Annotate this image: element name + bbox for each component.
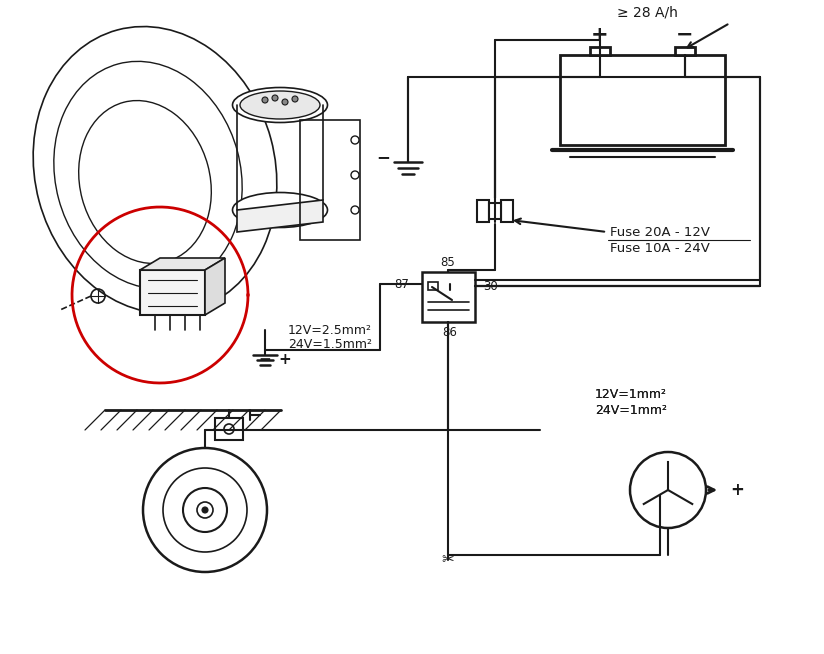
Circle shape [292,96,298,102]
Text: −: − [677,25,694,45]
Polygon shape [237,200,323,232]
Bar [422,272,475,322]
Bar [590,47,610,55]
Circle shape [262,97,268,103]
Ellipse shape [232,88,327,122]
Bar [501,200,513,222]
Text: 12V=2.5mm²: 12V=2.5mm² [288,324,372,337]
Text: 24V=1.5mm²: 24V=1.5mm² [288,337,372,351]
Bar [428,282,438,290]
Text: 87: 87 [394,277,409,290]
Text: −: − [259,353,271,368]
Circle shape [272,95,278,101]
Bar [300,120,360,240]
Polygon shape [205,258,225,315]
Text: +: + [279,353,292,368]
Bar [560,55,725,145]
Bar [215,418,243,440]
Text: 24V=1mm²: 24V=1mm² [595,404,667,417]
Text: −: − [376,148,390,166]
Circle shape [202,507,208,513]
Text: 12V=1mm²: 12V=1mm² [595,388,667,402]
Polygon shape [140,270,205,315]
Text: 30: 30 [483,279,498,292]
Bar [489,203,501,219]
Bar [675,47,695,55]
Circle shape [282,99,288,105]
Text: ≥ 28 A/h: ≥ 28 A/h [616,6,677,20]
Bar [477,200,489,222]
Text: Fuse 20A - 12V: Fuse 20A - 12V [610,226,710,239]
Ellipse shape [232,192,327,228]
Text: 85: 85 [441,256,456,269]
Text: +: + [591,25,609,45]
Text: 12V=1mm²: 12V=1mm² [595,388,667,402]
Text: ✂: ✂ [442,553,454,568]
Polygon shape [140,258,225,270]
Text: 86: 86 [442,326,457,339]
Ellipse shape [240,91,320,119]
Text: Fuse 10A - 24V: Fuse 10A - 24V [610,241,709,254]
Text: 24V=1mm²: 24V=1mm² [595,404,667,417]
Text: +: + [730,481,744,499]
